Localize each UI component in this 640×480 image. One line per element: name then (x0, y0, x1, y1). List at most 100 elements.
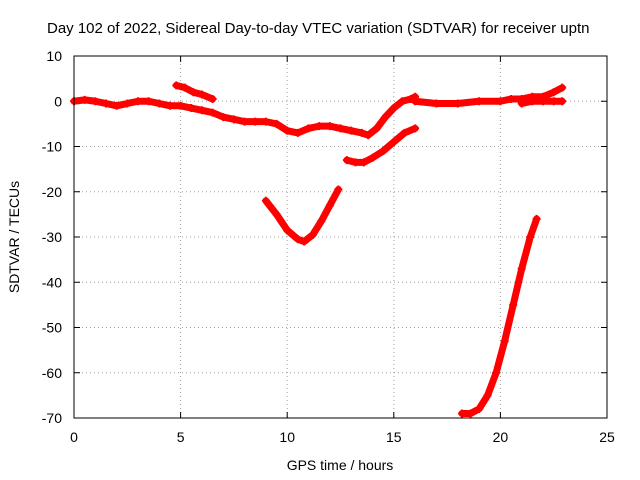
data-point (293, 235, 302, 244)
data-point (334, 185, 343, 194)
data-point (347, 126, 356, 135)
x-tick-label: 5 (177, 429, 185, 445)
x-tick-label: 10 (279, 429, 295, 445)
data-point (197, 90, 206, 99)
data-point (283, 126, 292, 135)
data-point (101, 99, 110, 108)
data-point (80, 95, 89, 104)
data-point (172, 81, 181, 90)
series-arc-late (411, 83, 567, 108)
data-point (165, 101, 174, 110)
data-point (517, 264, 526, 273)
data-point (187, 104, 196, 113)
data-point (293, 128, 302, 137)
series-arc-hump (172, 81, 217, 103)
data-point (389, 137, 398, 146)
data-point (304, 124, 313, 133)
data-point (549, 88, 558, 97)
data-point (251, 117, 260, 126)
data-point (532, 214, 541, 223)
series-arc-afternoon (342, 124, 420, 167)
data-point (379, 147, 388, 156)
y-tick-label: -60 (42, 365, 62, 381)
data-point (364, 131, 373, 140)
data-point (229, 115, 238, 124)
x-tick-label: 25 (599, 429, 615, 445)
y-tick-label: -20 (42, 184, 62, 200)
x-axis-label: GPS time / hours (287, 457, 394, 473)
data-point (389, 104, 398, 113)
plot-frame (73, 55, 608, 419)
data-point (91, 97, 100, 106)
data-point (411, 97, 420, 106)
data-point (133, 97, 142, 106)
data-point (483, 391, 492, 400)
y-tick-label: -30 (42, 229, 62, 245)
data-point (189, 88, 198, 97)
data-point (308, 230, 317, 239)
data-point (517, 99, 526, 108)
data-point (197, 106, 206, 115)
data-point (372, 124, 381, 133)
data-point (507, 94, 516, 103)
axis-ticks: 0 5 10 15 20 25 10 0 -10 -20 -30 -40 -50 -60 -70 (42, 48, 615, 445)
data-point (180, 83, 189, 92)
data-point (398, 97, 407, 106)
data-point (261, 117, 270, 126)
series-arc-late-2 (517, 97, 567, 108)
data-point (528, 97, 537, 106)
data-point (272, 119, 281, 128)
y-tick-label: 0 (54, 93, 62, 109)
x-tick-label: 20 (493, 429, 509, 445)
series-arc-main (70, 92, 420, 140)
data-point (123, 99, 132, 108)
y-tick-label: -50 (42, 320, 62, 336)
data-point (549, 97, 558, 106)
data-point (283, 226, 292, 235)
data-point (144, 97, 153, 106)
data-point (219, 113, 228, 122)
y-tick-label: -10 (42, 139, 62, 155)
data-point (500, 337, 509, 346)
series-arc-evening (458, 214, 541, 418)
series-band (458, 215, 541, 417)
y-axis-label: SDTVAR / TECUs (6, 181, 22, 293)
data-point (112, 101, 121, 110)
data-point (359, 158, 368, 167)
series-arc-morning (261, 185, 343, 246)
data-point (381, 113, 390, 122)
data-point (176, 101, 185, 110)
data-point (558, 97, 567, 106)
data-point (458, 409, 467, 418)
data-point (496, 97, 505, 106)
data-point (357, 128, 366, 137)
data-point (558, 83, 567, 92)
data-point (208, 94, 217, 103)
data-point (325, 122, 334, 131)
data-point (240, 117, 249, 126)
data-points (70, 81, 567, 418)
data-point (351, 158, 360, 167)
data-point (325, 201, 334, 210)
data-point (492, 368, 501, 377)
data-point (509, 300, 518, 309)
y-tick-label: 10 (46, 48, 62, 64)
data-point (317, 217, 326, 226)
data-point (315, 122, 324, 131)
x-tick-label: 15 (386, 429, 402, 445)
data-point (475, 97, 484, 106)
y-tick-label: -70 (42, 410, 62, 426)
data-point (208, 108, 217, 117)
data-point (466, 409, 475, 418)
data-point (475, 404, 484, 413)
data-point (453, 99, 462, 108)
data-point (400, 128, 409, 137)
y-tick-label: -40 (42, 274, 62, 290)
data-point (155, 99, 164, 108)
data-point (368, 153, 377, 162)
data-point (336, 124, 345, 133)
data-point (411, 124, 420, 133)
data-point (432, 99, 441, 108)
